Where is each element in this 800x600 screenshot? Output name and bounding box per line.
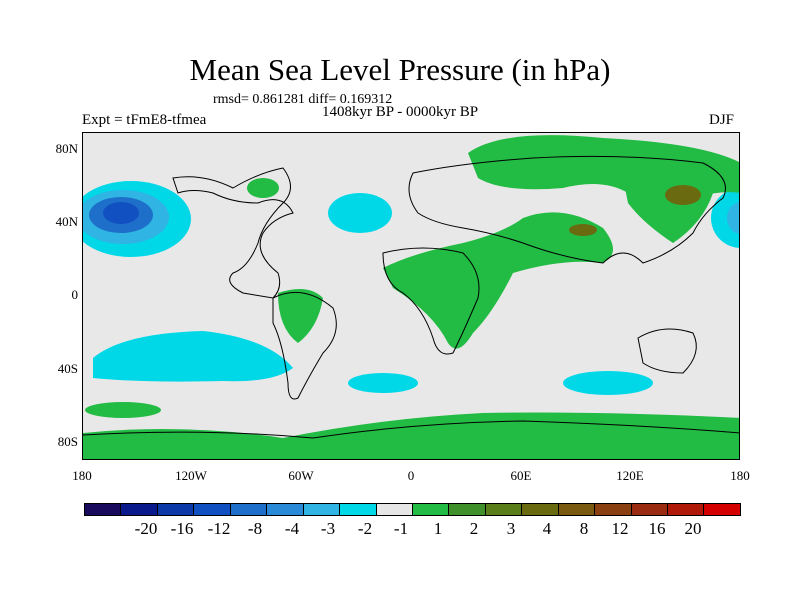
colorbar-swatch	[595, 504, 632, 515]
anomaly-s-ocean-pac	[85, 402, 161, 418]
coast-antarctica	[83, 420, 739, 439]
anomaly-antarctica	[83, 412, 739, 459]
chart-title: Mean Sea Level Pressure (in hPa)	[189, 52, 611, 87]
lon-label: 120E	[616, 468, 644, 483]
anomaly-south-america	[278, 289, 323, 343]
coast-australia	[637, 328, 697, 374]
colorbar-label: 8	[579, 519, 589, 538]
anomaly-china-peak	[665, 185, 701, 205]
colorbar-label: 2	[469, 519, 479, 538]
anomaly-satl	[348, 373, 418, 393]
map-panel	[82, 132, 740, 460]
colorbar-swatch	[340, 504, 377, 515]
lat-label: 40N	[55, 214, 78, 229]
colorbar-label: -3	[320, 519, 336, 538]
anomaly-eurasia-africa	[383, 212, 613, 349]
colorbar-label: -1	[393, 519, 409, 538]
coast-south-america	[272, 291, 337, 400]
colorbar-label: -20	[134, 519, 158, 538]
season-label: DJF	[709, 112, 735, 128]
anomaly-natl	[328, 193, 392, 233]
anomaly-tibet-peak	[569, 224, 597, 236]
colorbar-swatch	[121, 504, 158, 515]
colorbar-label: 1	[433, 519, 443, 538]
lon-label: 180	[730, 468, 750, 483]
lat-label: 80S	[57, 434, 78, 449]
lat-label: 0	[71, 287, 79, 302]
colorbar-label: -4	[284, 519, 300, 538]
colorbar-label: -8	[247, 519, 263, 538]
colorbar	[84, 503, 741, 516]
coastlines	[83, 155, 739, 439]
anomaly-npac-core	[103, 202, 139, 224]
colorbar-swatch	[267, 504, 304, 515]
colorbar-swatch	[230, 504, 268, 515]
colorbar-swatch	[558, 504, 596, 515]
lat-label: 80N	[55, 141, 78, 156]
colorbar-swatch	[522, 504, 559, 515]
anomaly-spac	[93, 331, 293, 382]
anomaly-shading	[83, 135, 739, 459]
colorbar-label: -12	[207, 519, 231, 538]
anomaly-sind	[563, 371, 653, 395]
colorbar-swatch	[157, 504, 195, 515]
lon-label: 60E	[510, 468, 532, 483]
colorbar-swatch	[449, 504, 486, 515]
colorbar-label: 16	[648, 519, 666, 538]
colorbar-swatch	[631, 504, 668, 515]
colorbar-label: -2	[357, 519, 373, 538]
colorbar-label: 20	[684, 519, 702, 538]
anomaly-greenland	[247, 178, 279, 198]
lon-label: 0	[407, 468, 415, 483]
lon-label: 60W	[288, 468, 314, 483]
map-svg	[83, 135, 739, 459]
colorbar-label: 4	[542, 519, 552, 538]
anomaly-wpac-outer	[711, 188, 739, 248]
period-label: 1408kyr BP - 0000kyr BP	[322, 104, 479, 120]
colorbar-swatch	[85, 504, 122, 515]
colorbar-swatch	[194, 504, 231, 515]
colorbar-swatch	[668, 504, 705, 515]
colorbar-label: -16	[170, 519, 194, 538]
colorbar-swatch	[704, 504, 740, 515]
experiment-label: Expt = tFmE8-tfmea	[82, 112, 207, 128]
lat-label: 40S	[57, 361, 78, 376]
colorbar-swatch	[412, 504, 450, 515]
colorbar-label: 12	[611, 519, 629, 538]
colorbar-swatch	[376, 504, 413, 515]
coast-africa	[382, 247, 480, 355]
lon-label: 180	[72, 468, 92, 483]
lon-label: 120W	[175, 468, 207, 483]
anomaly-wpac-inner	[727, 202, 739, 234]
colorbar-swatch	[485, 504, 523, 515]
colorbar-label: 3	[506, 519, 516, 538]
stats-label: rmsd= 0.861281 diff= 0.169312	[213, 92, 393, 107]
coast-eurasia	[408, 155, 726, 264]
colorbar-swatch	[303, 504, 341, 515]
